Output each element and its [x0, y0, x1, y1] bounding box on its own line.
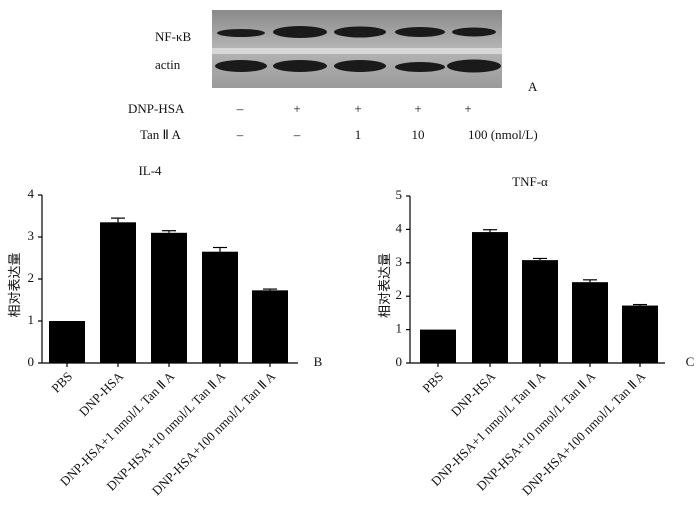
condition-label: DNP-HSA: [128, 101, 185, 116]
y-axis-label: 相对表达量: [7, 252, 22, 317]
bar: [622, 305, 658, 363]
y-tick-label: 0: [28, 354, 35, 369]
x-tick-label: PBS: [419, 369, 446, 396]
y-tick-label: 2: [396, 287, 403, 302]
y-tick-label: 3: [28, 228, 35, 243]
bar: [252, 290, 288, 363]
error-bar: [263, 288, 277, 291]
lane-value: +: [354, 101, 361, 116]
blot-image: [212, 10, 502, 88]
lane-value: 100 (nmol/L): [468, 127, 538, 142]
error-bar: [583, 279, 597, 283]
error-bar: [213, 246, 227, 252]
condition-label: Tan Ⅱ A: [140, 127, 181, 142]
lane-value: –: [236, 127, 244, 142]
bar: [572, 282, 608, 363]
x-tick-label: DNP-HSA: [76, 368, 127, 419]
bar: [472, 232, 508, 363]
lane-value: 1: [355, 127, 362, 142]
error-bar: [483, 229, 497, 233]
blot-row-label: actin: [155, 57, 181, 72]
y-axis-label: 相对表达量: [377, 253, 392, 318]
panel-label: B: [314, 354, 323, 369]
y-tick-label: 4: [396, 220, 403, 235]
chart-title: TNF-α: [512, 174, 548, 189]
lane-value: –: [236, 101, 244, 116]
bar: [151, 232, 187, 363]
panel-label: C: [686, 354, 695, 369]
x-tick-label: DNP-HSA: [448, 368, 499, 419]
bar: [522, 260, 558, 363]
chart-title: IL-4: [138, 163, 162, 178]
bar: [202, 251, 238, 363]
y-tick-label: 0: [396, 354, 403, 369]
bar: [49, 321, 85, 363]
y-tick-label: 4: [28, 186, 35, 201]
error-bar: [111, 217, 125, 223]
lane-value: 10: [412, 127, 425, 142]
bar: [100, 222, 136, 363]
panel-label: A: [528, 79, 538, 94]
lane-value: –: [293, 127, 301, 142]
bar: [420, 329, 456, 363]
x-tick-label: PBS: [48, 369, 75, 396]
error-bar: [162, 230, 176, 233]
lane-value: +: [293, 101, 300, 116]
error-bar: [533, 257, 547, 261]
y-tick-label: 1: [28, 312, 35, 327]
lane-value: +: [414, 101, 421, 116]
y-tick-label: 1: [396, 321, 403, 336]
error-bar: [633, 303, 647, 306]
y-tick-label: 2: [28, 270, 35, 285]
blot-row-label: NF-κB: [155, 29, 191, 44]
lane-value: +: [464, 101, 471, 116]
y-tick-label: 5: [396, 187, 403, 202]
y-tick-label: 3: [396, 254, 403, 269]
